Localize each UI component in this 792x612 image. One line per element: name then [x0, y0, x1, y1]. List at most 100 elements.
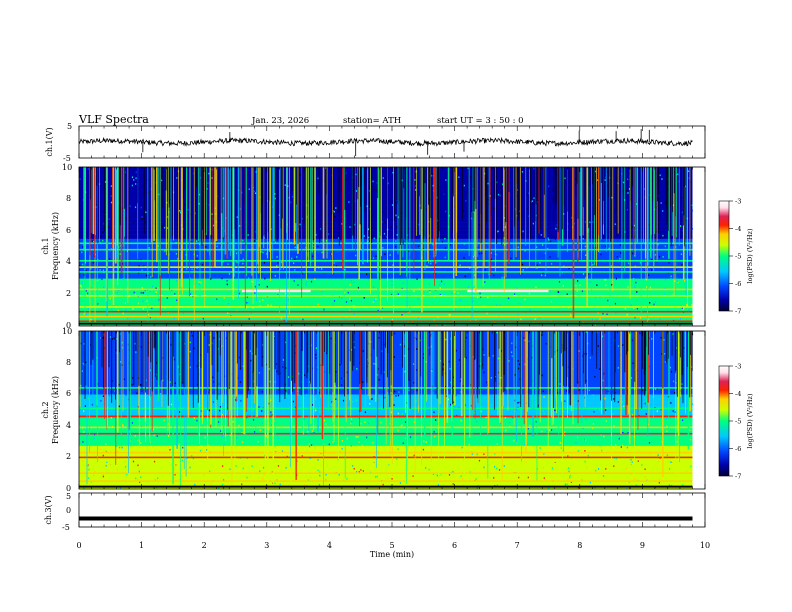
spectrogram-cell [562, 285, 564, 287]
spectrogram-cell [212, 224, 214, 227]
spectrogram-dark-streak [300, 331, 302, 396]
spectrogram-cell [501, 350, 503, 352]
spectrogram-cell [373, 362, 375, 365]
spectrogram-dark-streak [197, 331, 199, 387]
spectrogram-cell [514, 410, 516, 412]
spectrogram-dark-streak [488, 331, 490, 357]
spectrogram-sferic [180, 331, 181, 489]
spectrogram-sferic [432, 331, 434, 406]
spectrogram-cell [264, 277, 266, 280]
spectrogram-sferic [323, 331, 324, 488]
spectrogram-cell [524, 434, 526, 437]
spectrogram-cell [395, 246, 397, 248]
spectrogram-sferic [685, 331, 687, 414]
spectrogram-dark-streak [420, 167, 422, 210]
spectrogram-cell [134, 487, 136, 489]
spectrogram-sferic [572, 331, 574, 406]
spectrogram-cell [212, 381, 215, 383]
spectrogram-cell [655, 205, 657, 208]
spectrogram-cell [372, 442, 374, 444]
spectrogram-cell [406, 475, 408, 478]
spectrogram-cell [506, 362, 508, 365]
spectrogram-sferic [267, 167, 269, 259]
spectrogram-dark-streak [334, 331, 336, 383]
spectrogram-cell [504, 226, 507, 228]
ch1-colorbar: -3-4-5-6-7 log(PSD) (V²/Hz) [718, 198, 754, 316]
spectrogram-cell [630, 377, 633, 379]
spectrogram-cell [178, 444, 180, 447]
ch1-ytick-2: 2 [66, 289, 71, 298]
spectrogram-sferic [535, 331, 537, 408]
spectrogram-cell [585, 379, 587, 382]
spectrogram-dark-streak [277, 331, 279, 376]
spectrogram-cell [308, 445, 311, 448]
spectrogram-cell [239, 187, 241, 189]
spectrogram-cell [308, 224, 311, 227]
spectrogram-cell [319, 411, 321, 414]
spectrogram-cell [332, 303, 334, 305]
spectrogram-cell [535, 420, 537, 423]
spectrogram-dark-streak [217, 167, 219, 229]
spectrogram-cell [189, 293, 191, 295]
spectrogram-cell [312, 255, 314, 258]
spectrogram-cell [596, 319, 598, 322]
spectrogram-cell [223, 298, 226, 301]
spectrogram-cell [460, 308, 463, 311]
spectrogram-cell [515, 269, 517, 271]
spectrogram-cell [443, 283, 445, 286]
spectrogram-cell [569, 277, 571, 279]
spectrogram-sferic [272, 331, 274, 489]
spectrogram-cell [325, 240, 328, 242]
spectrogram-cell [241, 483, 243, 486]
spectrogram-cell [178, 443, 180, 445]
spectrogram-cell [154, 479, 156, 482]
spectrogram-cell [550, 300, 553, 303]
spectrogram-sferic [269, 167, 271, 252]
spectrogram-cell [329, 235, 331, 237]
spectrogram-cell [445, 179, 447, 181]
spectrogram-cell [102, 454, 104, 457]
spectrogram-dark-streak [600, 331, 602, 401]
spectrogram-cell [394, 332, 396, 335]
spectrogram-cell [324, 450, 326, 452]
spectrogram-cell [596, 179, 599, 181]
spectrogram-sferic [252, 167, 254, 304]
spectrogram-cell [390, 385, 392, 388]
spectrogram-cell [583, 353, 585, 355]
spectrogram-dark-streak [576, 167, 578, 184]
spectrogram-cell [558, 281, 561, 283]
spectrogram-cell [646, 429, 648, 431]
spectrogram-sferic [156, 167, 158, 263]
spectrogram-dark-streak [323, 331, 325, 352]
spectrogram-sferic [403, 331, 405, 411]
spectrogram-sferic [601, 331, 603, 400]
ch1-spec-ylabel: ch.1 [41, 237, 50, 254]
spectrogram-cell [570, 481, 573, 483]
spectrogram-dark-streak [396, 167, 398, 205]
ch1-spectrogram-panel: 0 2 4 6 8 10 ch.1 Frequency (kHz) [41, 163, 706, 330]
spectrogram-cell [655, 228, 657, 231]
spectrogram-cell [634, 255, 636, 257]
spectrogram-cell [83, 343, 85, 345]
spectrogram-cell [79, 481, 693, 486]
spectrogram-cell [510, 365, 512, 368]
spectrogram-cell [460, 222, 462, 225]
spectrogram-cell [568, 467, 570, 469]
spectrogram-cell [524, 339, 526, 342]
spectrogram-cell [411, 321, 414, 323]
spectrogram-cell [235, 186, 237, 188]
spectrogram-cell [350, 299, 353, 302]
spectrogram-cell [477, 246, 479, 249]
spectrogram-dark-streak [326, 331, 328, 352]
spectrogram-cell [584, 466, 586, 468]
spectrogram-dark-streak [340, 331, 342, 364]
ch2-colorbar-label: log(PSD) (V²/Hz) [746, 393, 754, 448]
spectrogram-cell [536, 201, 538, 204]
spectrogram-cell [164, 404, 166, 407]
spectrogram-cell [419, 287, 421, 290]
spectrogram-cell [578, 389, 580, 392]
spectrogram-sferic [598, 167, 599, 236]
spectrogram-cell [615, 443, 617, 446]
spectrogram-cell [79, 266, 693, 271]
spectrogram-cell [254, 292, 256, 294]
